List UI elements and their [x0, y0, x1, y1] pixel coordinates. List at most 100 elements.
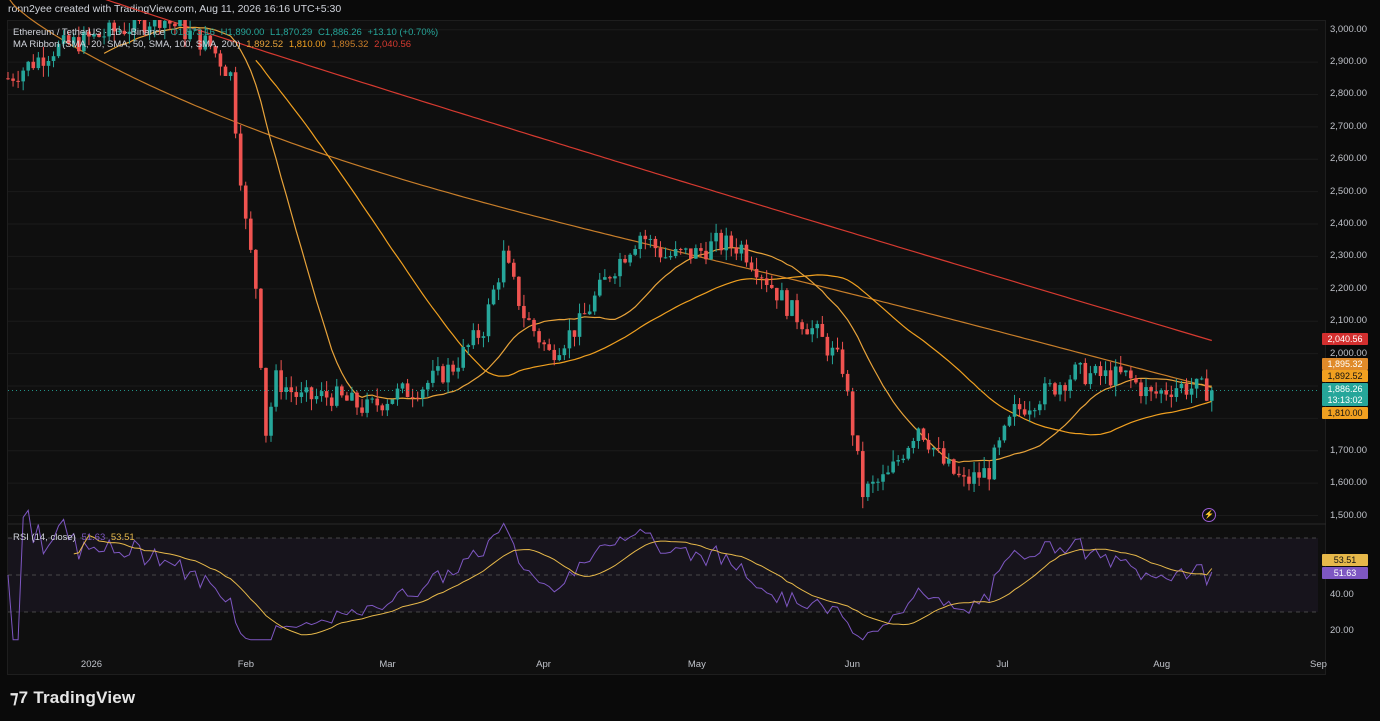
candle[interactable] — [299, 382, 304, 404]
candle[interactable] — [866, 481, 870, 501]
candle[interactable] — [1053, 381, 1057, 397]
candle[interactable] — [51, 51, 56, 68]
candle[interactable] — [147, 21, 152, 41]
candle[interactable] — [157, 20, 162, 35]
candle[interactable] — [102, 28, 106, 45]
candle[interactable] — [805, 323, 809, 335]
candle[interactable] — [203, 25, 208, 52]
candle[interactable] — [699, 243, 703, 258]
candle[interactable] — [486, 298, 491, 343]
candle[interactable] — [117, 25, 122, 35]
candle[interactable] — [238, 125, 243, 191]
candle[interactable] — [982, 457, 986, 478]
candle[interactable] — [294, 386, 299, 405]
candle[interactable] — [921, 427, 926, 442]
candle[interactable] — [6, 71, 10, 80]
candle[interactable] — [724, 227, 729, 261]
candle[interactable] — [1123, 370, 1128, 377]
candle[interactable] — [1164, 382, 1169, 401]
candle[interactable] — [284, 377, 288, 400]
candle[interactable] — [31, 54, 36, 70]
candle[interactable] — [871, 475, 875, 493]
candle[interactable] — [1022, 400, 1027, 417]
candle[interactable] — [739, 240, 744, 261]
ma200-line[interactable] — [8, 0, 1212, 342]
candle[interactable] — [673, 241, 678, 259]
candle[interactable] — [26, 60, 31, 77]
ma-ribbon-label[interactable]: MA Ribbon (SMA, 20, SMA, 50, SMA, 100, S… — [13, 39, 241, 50]
candle[interactable] — [289, 376, 294, 403]
candle[interactable] — [547, 338, 551, 351]
candle[interactable] — [1098, 361, 1103, 386]
candle[interactable] — [840, 341, 845, 378]
candle[interactable] — [623, 254, 627, 264]
candle[interactable] — [1149, 385, 1153, 402]
candle[interactable] — [926, 433, 931, 454]
candle[interactable] — [208, 34, 213, 50]
candle[interactable] — [223, 64, 228, 77]
candle[interactable] — [41, 46, 46, 77]
candle[interactable] — [350, 386, 354, 402]
candle[interactable] — [466, 343, 471, 356]
candle[interactable] — [532, 318, 536, 337]
candle[interactable] — [355, 390, 359, 415]
candle[interactable] — [911, 437, 916, 454]
candle[interactable] — [552, 344, 557, 366]
candle[interactable] — [603, 269, 607, 280]
candle[interactable] — [410, 388, 415, 408]
candle[interactable] — [390, 399, 395, 405]
candle[interactable] — [1038, 400, 1042, 416]
candle[interactable] — [754, 257, 759, 285]
chart-area[interactable] — [7, 20, 1326, 675]
candle[interactable] — [1078, 362, 1083, 374]
candle[interactable] — [71, 33, 76, 48]
candle[interactable] — [1083, 358, 1088, 386]
candle[interactable] — [279, 360, 283, 400]
candle[interactable] — [820, 315, 825, 338]
candle[interactable] — [1134, 375, 1138, 385]
candle[interactable] — [1144, 378, 1148, 405]
rsi-ma-line[interactable] — [73, 534, 1213, 636]
candle[interactable] — [173, 22, 177, 36]
candle[interactable] — [678, 247, 683, 255]
candle[interactable] — [476, 323, 481, 345]
candle[interactable] — [562, 344, 567, 361]
candle[interactable] — [87, 27, 91, 46]
candle[interactable] — [380, 403, 385, 416]
candle[interactable] — [400, 382, 405, 394]
candle[interactable] — [592, 291, 597, 315]
ma20-line[interactable] — [103, 26, 1212, 463]
candle[interactable] — [82, 26, 86, 54]
candle[interactable] — [638, 232, 643, 259]
candle[interactable] — [653, 236, 658, 258]
candle[interactable] — [436, 357, 440, 376]
candle[interactable] — [906, 446, 911, 461]
candle[interactable] — [365, 392, 369, 418]
candle[interactable] — [557, 348, 562, 362]
candle[interactable] — [1199, 376, 1204, 381]
candle[interactable] — [618, 252, 622, 287]
candle[interactable] — [66, 31, 71, 46]
candle[interactable] — [572, 330, 577, 347]
candle[interactable] — [886, 465, 890, 475]
candle[interactable] — [855, 435, 860, 455]
candle[interactable] — [496, 278, 501, 301]
candle[interactable] — [228, 71, 233, 81]
candle[interactable] — [946, 453, 951, 467]
candle[interactable] — [714, 223, 718, 252]
candle[interactable] — [896, 455, 900, 466]
candle[interactable] — [471, 323, 476, 349]
candle[interactable] — [790, 300, 794, 317]
candle[interactable] — [243, 181, 248, 230]
candle[interactable] — [825, 333, 830, 362]
candle[interactable] — [269, 402, 273, 442]
candle[interactable] — [613, 273, 617, 285]
candle[interactable] — [1169, 385, 1174, 408]
candle[interactable] — [162, 20, 167, 40]
candle[interactable] — [1017, 397, 1022, 417]
candle[interactable] — [527, 312, 531, 321]
candle[interactable] — [744, 239, 749, 267]
candle[interactable] — [168, 20, 172, 31]
candle[interactable] — [77, 26, 81, 55]
